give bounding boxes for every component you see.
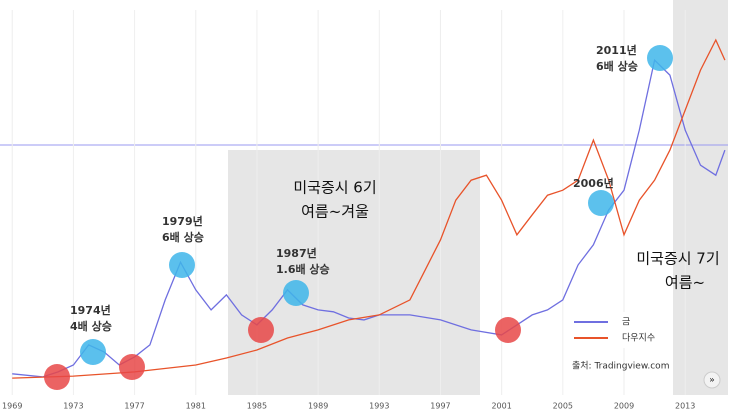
- legend-label: 금: [622, 317, 630, 328]
- x-tick-label: 1969: [2, 402, 22, 411]
- annotation: 6배 상승: [162, 230, 204, 244]
- annotation: 6배 상승: [596, 59, 638, 73]
- highlight-circle: [169, 252, 195, 278]
- highlight-circle: [119, 354, 145, 380]
- x-tick-label: 2005: [553, 402, 573, 411]
- highlight-circle: [495, 317, 521, 343]
- annotation: 미국증시 6기: [293, 179, 376, 197]
- highlight-circle: [588, 190, 614, 216]
- x-tick-label: 1981: [186, 402, 206, 411]
- annotation: 여름~: [665, 274, 705, 292]
- annotation: 1979년: [162, 214, 203, 228]
- annotation: 1.6배 상승: [276, 262, 330, 276]
- highlight-circle: [80, 339, 106, 365]
- annotation: 2011년: [596, 43, 637, 57]
- shaded-period: [228, 150, 480, 395]
- shaded-period: [673, 0, 728, 395]
- annotation: 여름~겨울: [301, 203, 369, 221]
- legend-label: 다우지수: [622, 333, 655, 344]
- highlight-circle: [647, 45, 673, 71]
- x-tick-label: 1997: [430, 402, 450, 411]
- scroll-icon: »: [709, 376, 715, 386]
- annotation: 2006년: [573, 176, 614, 190]
- x-tick-label: 1985: [247, 402, 267, 411]
- x-tick-label: 2009: [614, 402, 634, 411]
- legend-box: [566, 312, 658, 348]
- scroll-button[interactable]: [703, 371, 721, 389]
- source-note: 출처: Tradingview.com: [572, 360, 669, 372]
- highlight-circle: [44, 364, 70, 390]
- series-line: [12, 38, 726, 379]
- x-tick-label: 1989: [308, 402, 328, 411]
- x-tick-label: 2001: [491, 402, 511, 411]
- annotation: 1987년: [276, 246, 317, 260]
- x-tick-label: 1993: [369, 402, 389, 411]
- annotation: 1974년: [70, 303, 111, 317]
- highlight-circle: [248, 317, 274, 343]
- annotation: 미국증시 7기: [636, 250, 719, 268]
- x-tick-label: 1977: [124, 402, 144, 411]
- annotation: 4배 상승: [70, 319, 112, 333]
- x-tick-label: 2013: [675, 402, 695, 411]
- highlight-circle: [283, 280, 309, 306]
- x-tick-label: 1973: [63, 402, 83, 411]
- highlights: [44, 45, 673, 390]
